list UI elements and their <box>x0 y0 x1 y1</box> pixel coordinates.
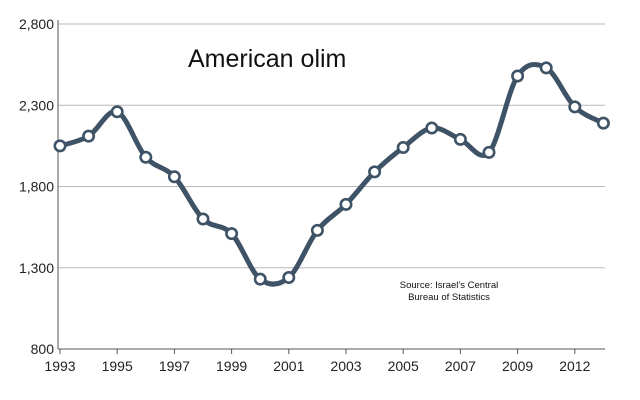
series-american-olim <box>53 61 610 287</box>
data-point-1995 <box>110 105 124 119</box>
x-tick-label: 1993 <box>44 358 75 374</box>
data-point-2000 <box>253 272 267 286</box>
data-point-1996 <box>139 150 153 164</box>
data-point-2011 <box>568 100 582 114</box>
x-tick-label: 2001 <box>273 358 304 374</box>
data-point-2010 <box>539 61 553 75</box>
data-point-2009 <box>511 69 525 83</box>
data-point-2008 <box>482 145 496 159</box>
gridlines <box>58 23 605 269</box>
data-point-1993 <box>53 139 67 153</box>
y-tick-label: 1,800 <box>19 179 54 195</box>
x-axis-tick-labels: 1993 1995 1997 1999 2001 2003 2005 2007 2009 2012 <box>44 358 590 374</box>
x-tick-label: 2009 <box>502 358 533 374</box>
y-tick-label: 800 <box>31 341 55 357</box>
source-annotation-line-2: Bureau of Statistics <box>408 292 490 303</box>
data-point-2003 <box>339 197 353 211</box>
y-tick-label: 2,800 <box>19 16 54 32</box>
x-tick-label: 2003 <box>330 358 361 374</box>
y-axis-tick-labels: 800 1,300 1,800 2,300 2,800 <box>19 16 54 357</box>
data-point-1999 <box>225 227 239 241</box>
data-point-2002 <box>310 223 324 237</box>
x-tick-label: 2007 <box>445 358 476 374</box>
y-tick-label: 2,300 <box>19 97 54 113</box>
chart-title: American olim <box>188 45 346 73</box>
x-tick-label: 2012 <box>559 358 590 374</box>
data-point-2005 <box>396 141 410 155</box>
x-tick-label: 1995 <box>102 358 133 374</box>
axes <box>57 20 605 354</box>
x-tick-label: 1997 <box>159 358 190 374</box>
data-point-1998 <box>196 212 210 226</box>
series-line <box>57 61 606 287</box>
data-point-1994 <box>82 129 96 143</box>
data-point-2004 <box>368 165 382 179</box>
data-point-2001 <box>282 270 296 284</box>
x-tick-label: 2005 <box>388 358 419 374</box>
x-tick-label: 1999 <box>216 358 247 374</box>
data-point-1997 <box>167 170 181 184</box>
data-point-2007 <box>453 132 467 146</box>
source-annotation-line-1: Source: Israel's Central <box>400 280 498 291</box>
data-point-2012 <box>596 116 610 130</box>
y-tick-label: 1,300 <box>19 260 54 276</box>
data-point-2006 <box>425 121 439 135</box>
